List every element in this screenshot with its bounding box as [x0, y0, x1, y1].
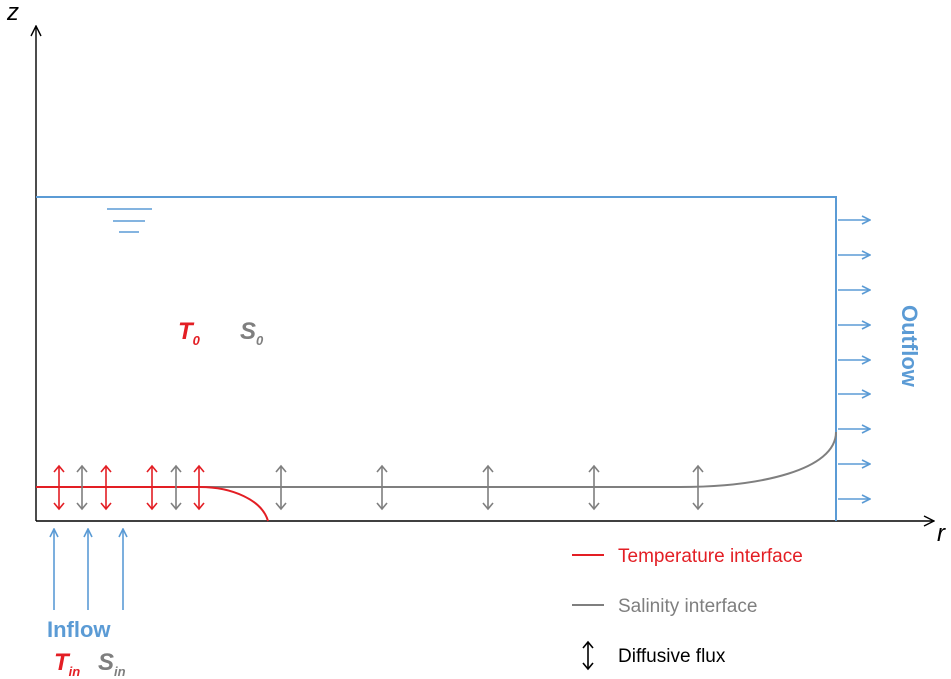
- flux-arrow-gray: [76, 464, 88, 511]
- flux-arrow-gray: [376, 464, 388, 511]
- inflow-temperature-label: Tin: [54, 649, 80, 679]
- outflow-arrows: [838, 220, 870, 499]
- legend-diffusive-flux-icon: [582, 640, 594, 671]
- salinity-interface-curve: [36, 431, 837, 488]
- legend-salinity-label: Salinity interface: [618, 596, 757, 617]
- inflow-salinity-label: Sin: [98, 649, 126, 679]
- z-axis-label: z: [6, 0, 19, 26]
- domain-boundary: [36, 196, 837, 521]
- flux-arrow-gray: [275, 464, 287, 511]
- flux-arrow-gray: [692, 464, 704, 511]
- inflow-label: Inflow: [47, 617, 111, 642]
- flux-arrow-red: [53, 464, 65, 511]
- flux-arrow-gray: [170, 464, 182, 511]
- legend-diffusive-flux-label: Diffusive flux: [618, 646, 726, 667]
- legend-temperature-label: Temperature interface: [618, 546, 803, 567]
- r-axis-label: r: [937, 520, 946, 547]
- flux-arrow-red: [193, 464, 205, 511]
- coordinate-axes: z r: [6, 0, 946, 547]
- outflow-label: Outflow: [897, 305, 922, 388]
- inflow-arrows: [54, 529, 123, 610]
- temperature-interface-curve: [36, 486, 269, 522]
- ambient-salinity-label: S0: [240, 318, 264, 348]
- flux-arrow-red: [100, 464, 112, 511]
- diffusive-flux-arrows: [53, 464, 704, 511]
- legend: Temperature interface Salinity interface…: [572, 546, 803, 671]
- water-level-icon: [107, 208, 152, 233]
- ambient-temperature-label: T0: [178, 318, 201, 348]
- flux-arrow-gray: [588, 464, 600, 511]
- flux-arrow-gray: [482, 464, 494, 511]
- flux-arrow-red: [146, 464, 158, 511]
